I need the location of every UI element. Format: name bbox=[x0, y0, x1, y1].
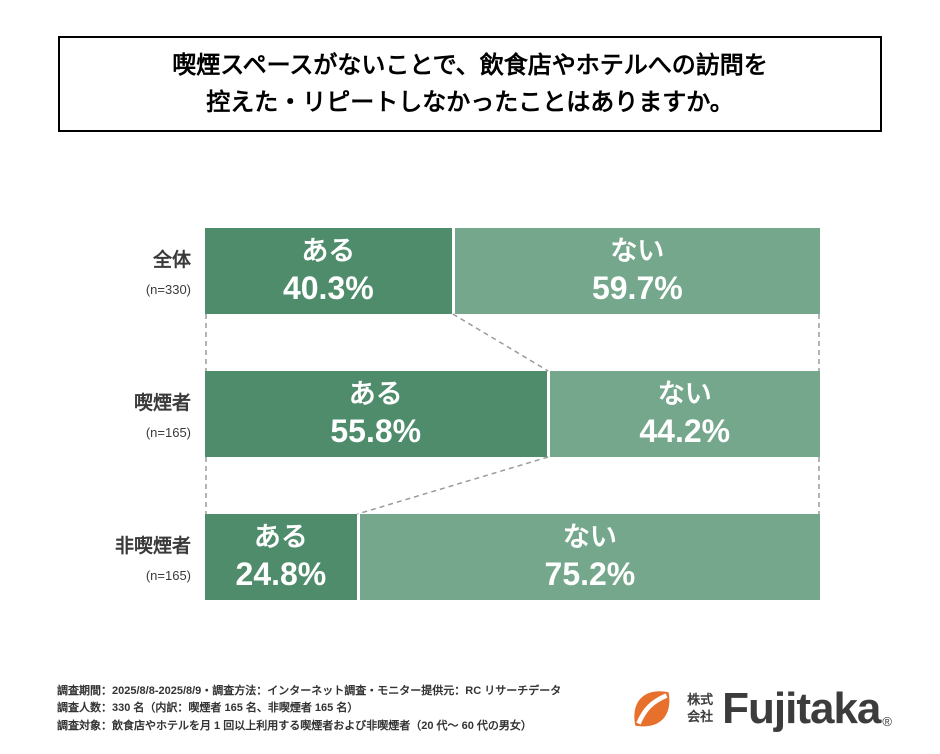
segment-label: ない bbox=[657, 379, 712, 410]
segment-value: 75.2% bbox=[544, 555, 636, 592]
title-line-2: 控えた・リピートしなかったことはありますか。 bbox=[206, 89, 734, 117]
brand-name: Fujitaka bbox=[722, 684, 881, 734]
category-label: 喫煙者 bbox=[133, 393, 191, 415]
row-label: 全体 (n=330) bbox=[57, 228, 205, 314]
note-line-period: 調査期間：2025/8/8-2025/8/9・調査方法：インターネット調査・モニ… bbox=[57, 684, 562, 697]
segment-value: 44.2% bbox=[639, 412, 731, 449]
leaf-icon bbox=[634, 691, 670, 727]
category-label: 全体 bbox=[152, 250, 191, 272]
segment-aru: ある 24.8% bbox=[205, 514, 357, 601]
title-line-1: 喫煙スペースがないことで、飲食店やホテルへの訪問を bbox=[172, 52, 768, 79]
brand-wrap: Fujitaka ® bbox=[722, 687, 892, 731]
chart-row-kitsuensha: 喫煙者 (n=165) ある 55.8% ない 44.2% bbox=[57, 371, 820, 458]
segment-label: ある bbox=[253, 522, 308, 553]
company-prefix: 株式 会社 bbox=[687, 692, 714, 725]
segment-value: 55.8% bbox=[330, 412, 422, 449]
stacked-bar-chart: 全体 (n=330) ある 40.3% ない 59.7% 喫煙者 (n=165) bbox=[57, 228, 820, 601]
title-box: 喫煙スペースがないことで、飲食店やホテルへの訪問を 控えた・リピートしなかったこ… bbox=[58, 36, 882, 133]
chart-row-zentai: 全体 (n=330) ある 40.3% ない 59.7% bbox=[57, 228, 820, 315]
segment-aru: ある 40.3% bbox=[205, 228, 452, 315]
segment-label: ない bbox=[610, 236, 665, 267]
category-label: 非喫煙者 bbox=[114, 536, 191, 558]
segment-label: ある bbox=[301, 236, 356, 267]
segment-label: ある bbox=[348, 379, 403, 410]
sample-size-label: (n=165) bbox=[145, 568, 191, 584]
bar-stack: ある 24.8% ない 75.2% bbox=[205, 514, 820, 601]
segment-label: ない bbox=[562, 522, 617, 553]
segment-value: 40.3% bbox=[282, 269, 374, 306]
segment-value: 59.7% bbox=[591, 269, 683, 306]
segment-nai: ない 75.2% bbox=[359, 514, 820, 601]
sample-size-label: (n=330) bbox=[145, 282, 191, 298]
survey-notes: 調査期間：2025/8/8-2025/8/9・調査方法：インターネット調査・モニ… bbox=[57, 683, 561, 736]
sample-size-label: (n=165) bbox=[145, 425, 191, 441]
note-line-count: 調査人数：330 名（内訳：喫煙者 165 名、非喫煙者 165 名） bbox=[57, 702, 359, 715]
bar-stack: ある 55.8% ない 44.2% bbox=[205, 371, 820, 458]
footer: 調査期間：2025/8/8-2025/8/9・調査方法：インターネット調査・モニ… bbox=[57, 683, 892, 736]
registered-mark: ® bbox=[882, 714, 892, 730]
row-label: 非喫煙者 (n=165) bbox=[57, 514, 205, 600]
segment-nai: ない 44.2% bbox=[549, 371, 820, 458]
leaf-cut bbox=[636, 693, 668, 725]
note-line-target: 調査対象：飲食店やホテルを月 1 回以上利用する喫煙者および非喫煙者（20 代〜… bbox=[57, 720, 532, 733]
segment-value: 24.8% bbox=[235, 555, 327, 592]
segment-nai: ない 59.7% bbox=[454, 228, 820, 315]
segment-aru: ある 55.8% bbox=[205, 371, 547, 458]
bar-stack: ある 40.3% ない 59.7% bbox=[205, 228, 820, 315]
fujitaka-logo: 株式 会社 Fujitaka ® bbox=[626, 683, 892, 735]
row-label: 喫煙者 (n=165) bbox=[57, 371, 205, 457]
chart-row-hikitsuensha: 非喫煙者 (n=165) ある 24.8% ない 75.2% bbox=[57, 514, 820, 601]
